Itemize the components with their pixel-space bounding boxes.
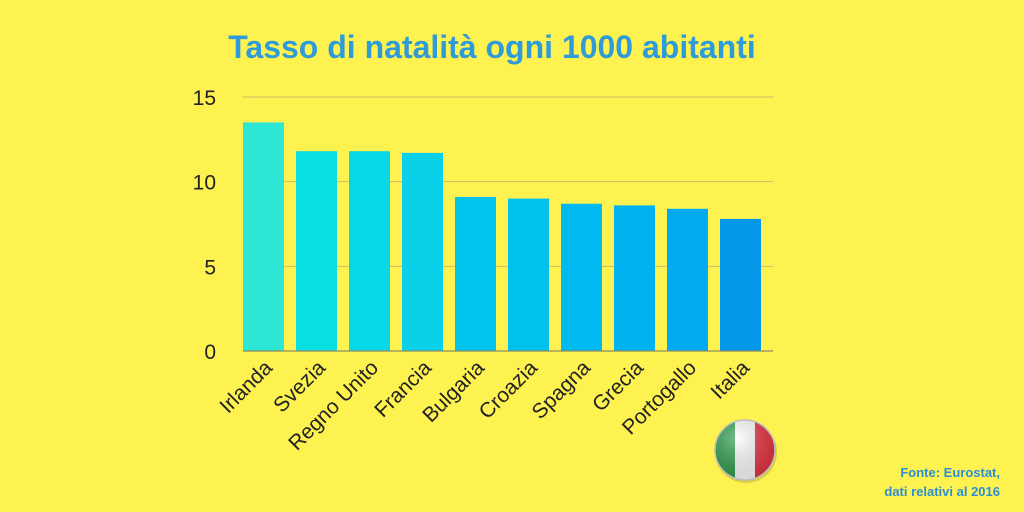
x-tick-label: Irlanda	[215, 356, 277, 418]
bar-bulgaria	[455, 196, 496, 351]
bar-irlanda	[243, 122, 284, 352]
y-tick-label: 15	[193, 87, 216, 110]
bar-grecia	[614, 205, 655, 351]
x-tick-label: Croazia	[475, 356, 543, 424]
x-tick-label: Italia	[706, 356, 754, 404]
bar-spagna	[561, 203, 602, 351]
bar-regno-unito	[349, 151, 390, 351]
source-line-1: Fonte: Eurostat,	[900, 465, 1000, 480]
bar-portogallo	[667, 208, 708, 351]
y-axis-ticks: 0 5 10 15	[193, 87, 216, 364]
bar-svezia	[296, 151, 337, 351]
bar-francia	[402, 152, 443, 351]
bars	[243, 122, 761, 352]
x-tick-label: Spagna	[528, 356, 596, 424]
y-tick-label: 5	[204, 256, 216, 279]
bar-croazia	[508, 198, 549, 351]
y-tick-label: 10	[193, 172, 216, 195]
italy-flag-icon	[714, 419, 777, 483]
bar-italia	[720, 218, 761, 351]
y-tick-label: 0	[204, 341, 216, 364]
chart-title: Tasso di natalità ogni 1000 abitanti	[228, 29, 756, 65]
source-line-2: dati relativi al 2016	[884, 484, 1000, 499]
